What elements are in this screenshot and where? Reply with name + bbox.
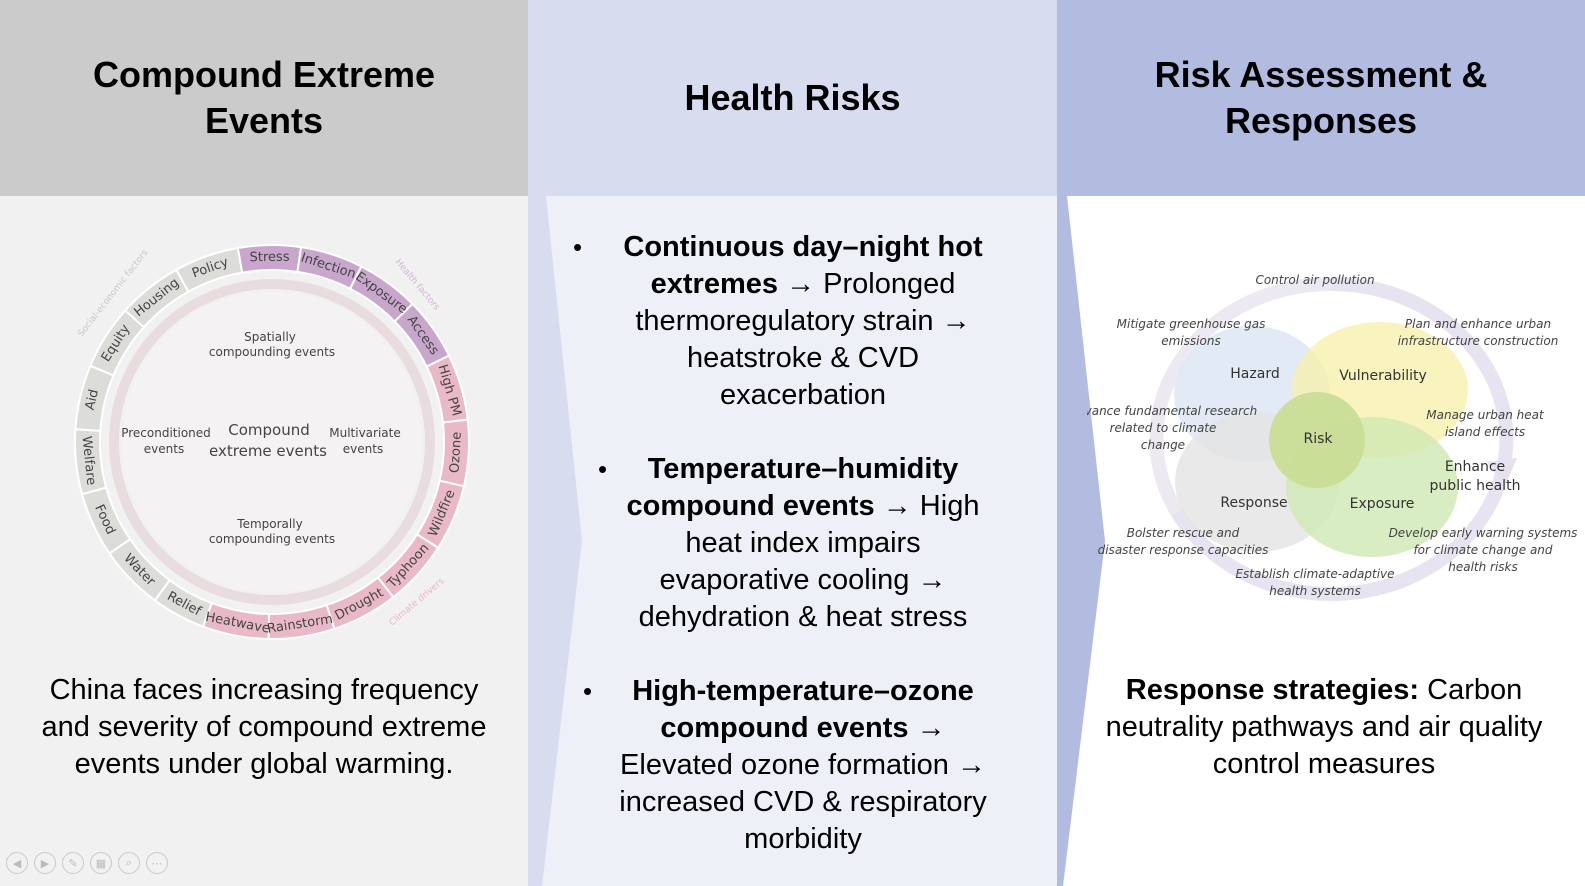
strategy-notes: Control air pollution Mitigate greenhouse… xyxy=(1087,273,1577,598)
hazard-label: Hazard xyxy=(1230,366,1279,382)
risk-label: Risk xyxy=(1303,431,1333,447)
left-caption: China faces increasing frequency and sev… xyxy=(41,674,487,780)
enhance-line1: Enhance xyxy=(1445,459,1505,475)
cycle-arrowhead xyxy=(1487,458,1517,486)
note-mitigate-line2: emissions xyxy=(1161,334,1220,348)
ring-label-stress: Stress xyxy=(250,250,290,266)
center-line1: Compound xyxy=(228,421,310,439)
risk-venn-diagram: Hazard Vulnerability Risk Response Expos… xyxy=(1087,273,1577,601)
note-mitigate-line1: Mitigate greenhouse gas xyxy=(1117,317,1266,331)
risk-item-3: • High-temperature–ozone compound events… xyxy=(583,675,987,855)
panel-title-risk: Risk Assessment & Responses xyxy=(1057,0,1585,196)
enhance-line2: public health xyxy=(1430,478,1521,494)
center-line2: extreme events xyxy=(209,442,327,460)
cycle-arrow xyxy=(1171,277,1514,601)
more-icon[interactable]: ⋯ xyxy=(146,852,168,874)
exposure-label: Exposure xyxy=(1350,496,1415,512)
ring-label-ozone: Ozone xyxy=(448,431,465,473)
note-develop-line2: for climate change and xyxy=(1413,543,1552,557)
slides-icon[interactable]: ▦ xyxy=(90,852,112,874)
note-manage-line1: Manage urban heat xyxy=(1426,408,1545,422)
panel-title-health: Health Risks xyxy=(528,0,1057,196)
risk-item-2: • Temperature–humidity compound events →… xyxy=(598,453,980,633)
panel-title-compound: Compound Extreme Events xyxy=(0,0,528,196)
next-icon[interactable]: ▶ xyxy=(34,852,56,874)
panel-risk-assessment: Risk Assessment & Responses Hazard Vulne… xyxy=(1057,0,1585,886)
note-advance-line3: change xyxy=(1141,438,1185,452)
note-plan-line1: Plan and enhance urban xyxy=(1405,317,1551,331)
note-plan-line2: infrastructure construction xyxy=(1398,334,1559,348)
spatial-line2: compounding events xyxy=(209,345,335,359)
response-strategies: Response strategies: Carbon neutrality p… xyxy=(1105,674,1543,780)
multivariate-line2: events xyxy=(343,442,383,456)
note-control-line1: Control air pollution xyxy=(1255,273,1374,287)
ring-segments xyxy=(74,244,470,640)
note-advance-line1: Advance fundamental research xyxy=(1087,404,1257,418)
note-bolster-line2: disaster response capacities xyxy=(1098,543,1269,557)
risk-circle xyxy=(1269,392,1365,488)
ring-seg-policy xyxy=(174,246,244,294)
risk-item-1: • Continuous day–night hot extremes → Pr… xyxy=(573,231,983,411)
note-bolster-line1: Bolster rescue and xyxy=(1127,526,1240,540)
inner-ring xyxy=(109,279,435,605)
panel-health-risks: Health Risks • Continuous day–night hot … xyxy=(528,0,1057,886)
note-develop-line1: Develop early warning systems xyxy=(1389,526,1577,540)
zoom-icon[interactable]: ⌕ xyxy=(118,852,140,874)
spatial-line1: Spatially xyxy=(244,330,296,344)
temporal-line2: compounding events xyxy=(209,532,335,546)
note-manage-line2: island effects xyxy=(1445,425,1525,439)
response-label: Response xyxy=(1220,495,1287,511)
preconditioned-line2: events xyxy=(144,442,184,456)
ring-label-aid: Aid xyxy=(83,388,102,412)
ring-label-welfare: Welfare xyxy=(78,435,98,486)
note-advance-line2: related to climate xyxy=(1110,421,1217,435)
multivariate-line1: Multivariate xyxy=(329,426,401,440)
note-develop-line3: health risks xyxy=(1448,560,1518,574)
preconditioned-line1: Preconditioned xyxy=(121,426,211,440)
slideshow-toolbar: ◀ ▶ ✎ ▦ ⌕ ⋯ xyxy=(6,852,168,874)
vulnerability-label: Vulnerability xyxy=(1339,368,1427,384)
note-establish-line1: Establish climate-adaptive xyxy=(1235,567,1394,581)
middle-chevron-bg xyxy=(542,196,1057,886)
panel-compound-events: Compound Extreme Events Stress Infection E… xyxy=(0,0,528,886)
prev-icon[interactable]: ◀ xyxy=(6,852,28,874)
pen-icon[interactable]: ✎ xyxy=(62,852,84,874)
temporal-line1: Temporally xyxy=(236,517,302,531)
note-establish-line2: health systems xyxy=(1269,584,1360,598)
